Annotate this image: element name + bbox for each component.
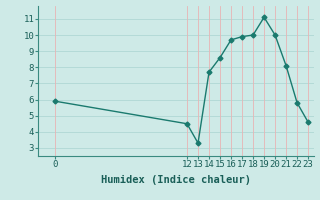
X-axis label: Humidex (Indice chaleur): Humidex (Indice chaleur) [101, 175, 251, 185]
